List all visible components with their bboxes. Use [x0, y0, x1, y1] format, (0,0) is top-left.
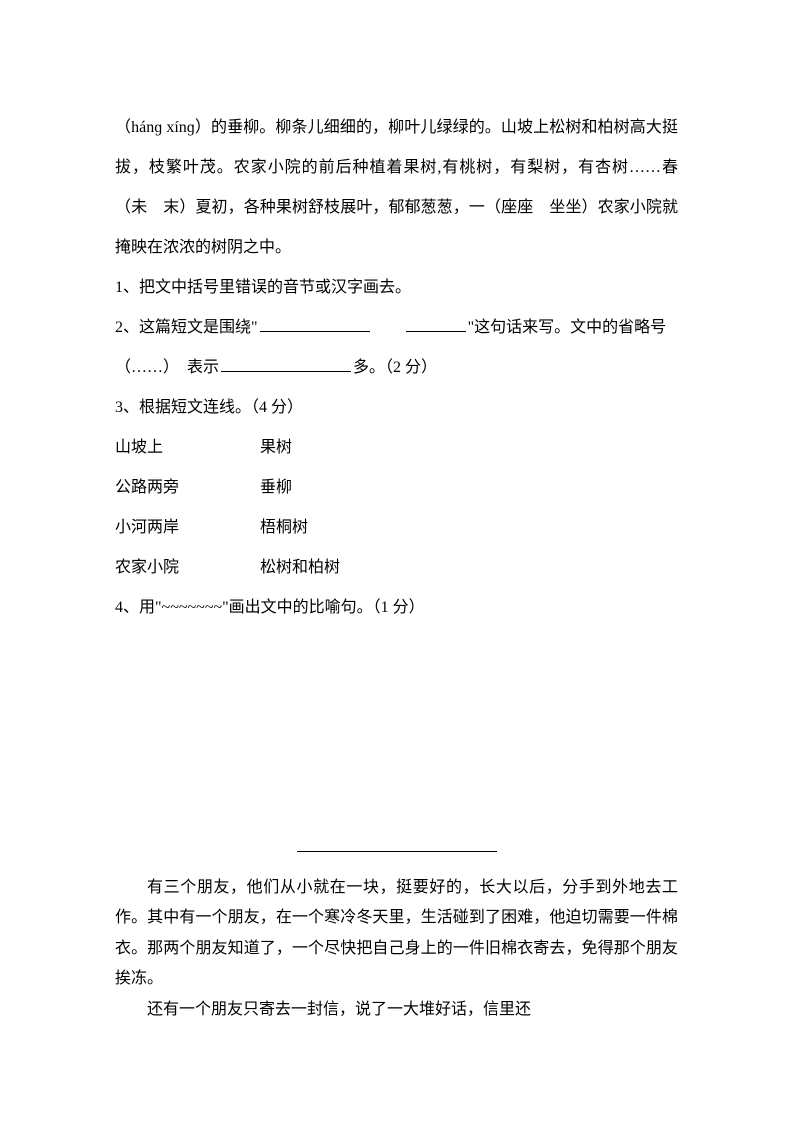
question-3: 3、根据短文连线。（4 分）	[115, 388, 678, 428]
title-blank-area	[115, 828, 678, 868]
match-row-4: 农家小院 松树和柏树	[115, 548, 678, 588]
match-left-1: 山坡上	[115, 428, 260, 468]
match-right-1: 果树	[260, 428, 292, 468]
story-paragraph-2: 还有一个朋友只寄去一封信，说了一大堆好话，信里还	[115, 995, 678, 1025]
blank-3[interactable]	[221, 371, 351, 372]
match-right-3: 梧桐树	[260, 508, 308, 548]
match-left-3: 小河两岸	[115, 508, 260, 548]
question-2: 2、这篇短文是围绕" "这句话来写。文中的省略号（……） 表示多。（2 分）	[115, 308, 678, 388]
match-left-4: 农家小院	[115, 548, 260, 588]
section-gap	[115, 628, 678, 828]
story-paragraph-1: 有三个朋友，他们从小就在一块，挺要好的，长大以后，分手到外地去工作。其中有一个朋…	[115, 873, 678, 995]
question-4: 4、用"~~~~~~~"画出文中的比喻句。（1 分）	[115, 588, 678, 628]
blank-2[interactable]	[406, 331, 466, 332]
title-blank-line[interactable]	[297, 851, 497, 852]
q2-prefix: 2、这篇短文是围绕"	[115, 319, 258, 336]
q2-suffix: 多。（2 分）	[353, 359, 437, 376]
passage-text: （hánɡ xínɡ）的垂柳。柳条儿细细的，柳叶儿绿绿的。山坡上松树和柏树高大挺…	[115, 108, 678, 268]
blank-1[interactable]	[260, 331, 370, 332]
match-row-2: 公路两旁 垂柳	[115, 468, 678, 508]
question-1: 1、把文中括号里错误的音节或汉字画去。	[115, 268, 678, 308]
match-left-2: 公路两旁	[115, 468, 260, 508]
match-right-2: 垂柳	[260, 468, 292, 508]
match-row-1: 山坡上 果树	[115, 428, 678, 468]
match-right-4: 松树和柏树	[260, 548, 340, 588]
match-row-3: 小河两岸 梧桐树	[115, 508, 678, 548]
